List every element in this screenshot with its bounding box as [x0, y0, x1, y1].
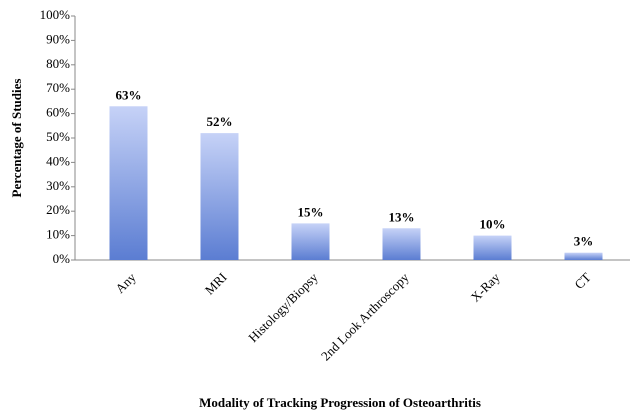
value-label: 13% [389, 209, 415, 224]
y-tick-label: 90% [46, 31, 70, 46]
x-tick-label: 2nd Look Arthroscopy [318, 269, 412, 363]
bar [382, 228, 421, 260]
y-tick-label: 40% [46, 153, 70, 168]
y-tick-label: 50% [46, 129, 70, 144]
y-tick-label: 80% [46, 56, 70, 71]
y-tick-label: 100% [40, 7, 71, 22]
bar [109, 106, 148, 260]
y-tick-label: 20% [46, 202, 70, 217]
x-tick-label: MRI [202, 270, 230, 298]
y-tick-label: 70% [46, 80, 70, 95]
value-label: 15% [298, 204, 324, 219]
value-label: 10% [480, 217, 506, 232]
x-tick-label: CT [571, 270, 593, 292]
x-tick-label: X-Ray [468, 269, 503, 304]
y-tick-label: 0% [53, 251, 71, 266]
x-axis-label: Modality of Tracking Progression of Oste… [199, 395, 481, 410]
value-label: 3% [574, 234, 594, 249]
y-tick-label: 30% [46, 178, 70, 193]
y-tick-label: 10% [46, 227, 70, 242]
bar [200, 133, 239, 260]
value-label: 63% [116, 87, 142, 102]
value-label: 52% [207, 114, 233, 129]
y-tick-label: 60% [46, 105, 70, 120]
bar [291, 223, 330, 260]
y-axis-label: Percentage of Studies [9, 79, 24, 198]
bar [473, 235, 512, 260]
x-tick-label: Histology/Biopsy [245, 269, 321, 345]
bar [564, 252, 603, 260]
x-tick-label: Any [112, 269, 139, 296]
